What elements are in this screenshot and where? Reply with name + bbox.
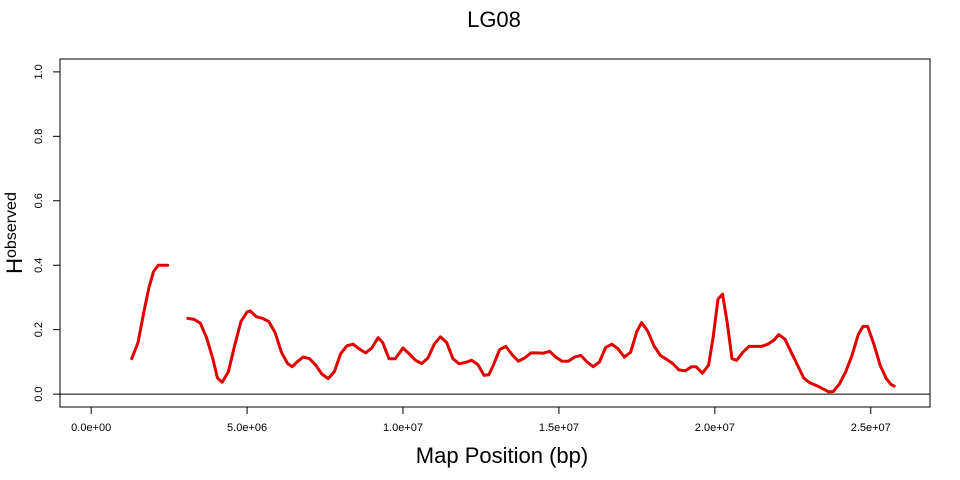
y-axis-title-sub: observed (3, 192, 20, 258)
y-axis-title-main: H (2, 258, 27, 274)
y-tick-label: 0.2 (33, 322, 45, 337)
series-layer (130, 263, 896, 394)
x-tick-label: 1.0e+07 (383, 422, 423, 434)
x-tick-label: 0.0e+00 (71, 422, 111, 434)
chart-title: LG08 (467, 7, 521, 32)
x-tick-label: 2.0e+07 (695, 422, 735, 434)
x-axis-title: Map Position (bp) (416, 443, 588, 468)
y-tick-label: 0.4 (33, 258, 45, 273)
x-tick-label: 2.5e+07 (851, 422, 891, 434)
y-tick-label: 1.0 (33, 64, 45, 79)
y-tick-label: 0.8 (33, 129, 45, 144)
x-tick-label: 5.0e+06 (227, 422, 267, 434)
y-tick-label: 0.6 (33, 193, 45, 208)
svg-text:Hobserved: Hobserved (2, 192, 27, 274)
y-axis: 0.0 0.2 0.4 0.6 0.8 1.0 (33, 64, 61, 402)
plot-frame (59, 58, 931, 408)
x-tick-label: 1.5e+07 (539, 422, 579, 434)
y-axis-title: Hobserved (2, 192, 27, 274)
series-line-1 (130, 263, 170, 361)
x-axis: 0.0e+00 5.0e+06 1.0e+07 1.5e+07 2.0e+07 2.5e+… (71, 406, 891, 434)
y-tick-label: 0.0 (33, 386, 45, 401)
series-line-2 (186, 292, 896, 394)
